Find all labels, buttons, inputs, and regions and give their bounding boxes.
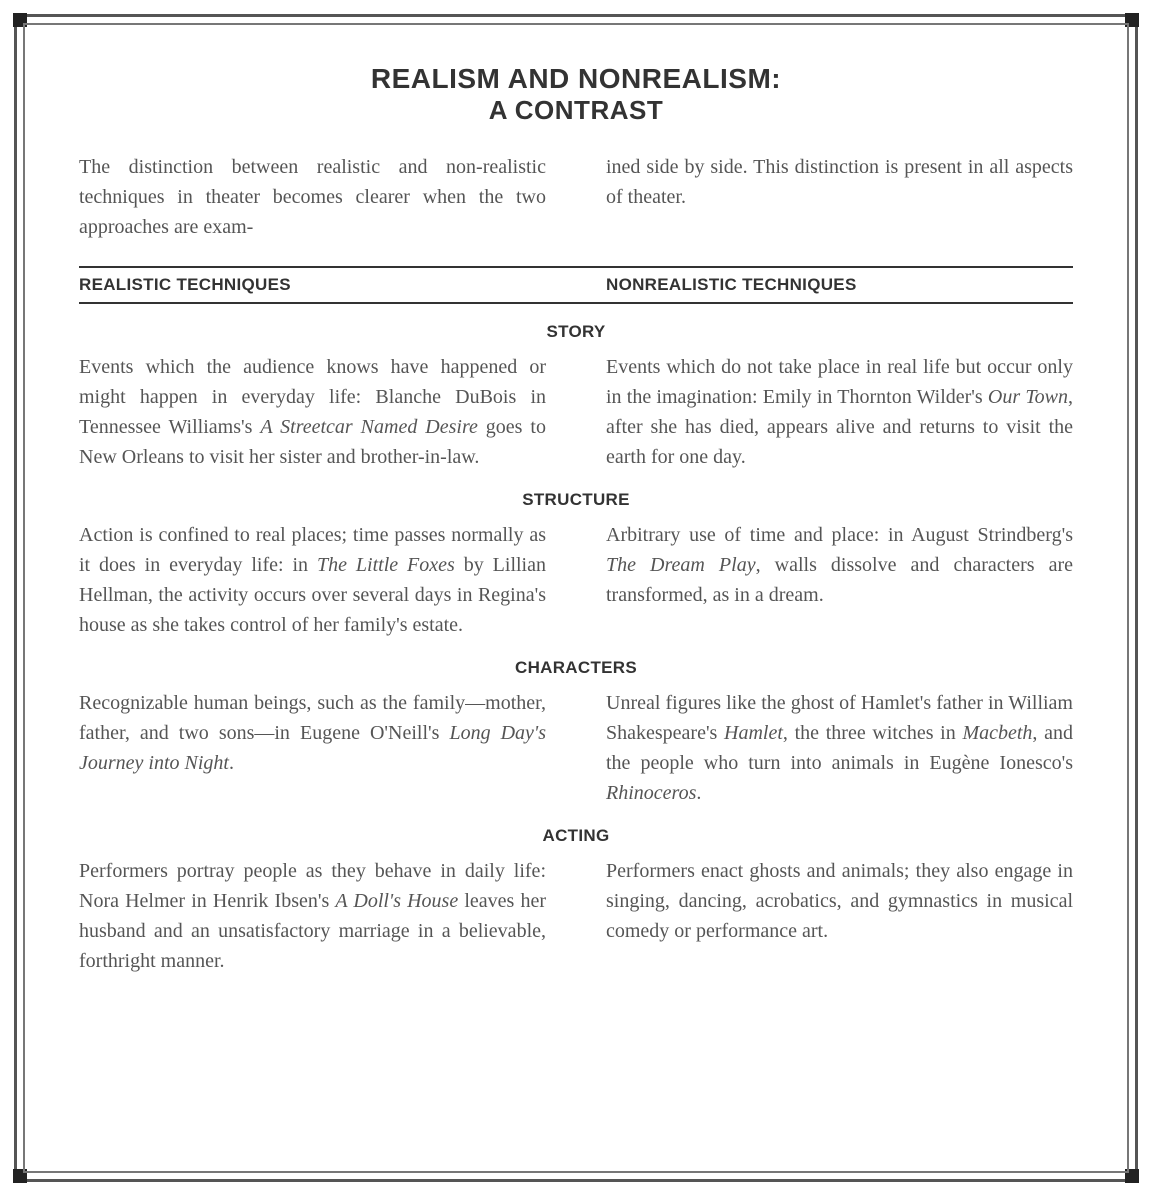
realistic-text: Events which the audience knows have hap… <box>79 352 546 472</box>
intro-col-left: The distinction between realistic and no… <box>79 152 546 242</box>
section-columns: Events which the audience knows have hap… <box>79 352 1073 472</box>
intro-paragraph: The distinction between realistic and no… <box>79 152 1073 242</box>
realistic-text: Action is confined to real places; time … <box>79 520 546 640</box>
realistic-text: Recognizable human beings, such as the f… <box>79 688 546 808</box>
page-title: REALISM AND NONREALISM: A CONTRAST <box>79 63 1073 126</box>
title-line-2: A CONTRAST <box>79 95 1073 126</box>
nonrealistic-text: Unreal figures like the ghost of Hamlet'… <box>606 688 1073 808</box>
section-columns: Recognizable human beings, such as the f… <box>79 688 1073 808</box>
section-columns: Action is confined to real places; time … <box>79 520 1073 640</box>
nonrealistic-text: Performers enact ghosts and animals; the… <box>606 856 1073 976</box>
outer-border: REALISM AND NONREALISM: A CONTRAST The d… <box>14 14 1138 1182</box>
page: REALISM AND NONREALISM: A CONTRAST The d… <box>0 0 1152 1196</box>
header-realistic: REALISTIC TECHNIQUES <box>79 268 546 302</box>
section-columns: Performers portray people as they behave… <box>79 856 1073 976</box>
header-nonrealistic: NONREALISTIC TECHNIQUES <box>606 268 1073 302</box>
section-label: STORY <box>79 322 1073 342</box>
section-label: CHARACTERS <box>79 658 1073 678</box>
intro-col-right: ined side by side. This distinction is p… <box>606 152 1073 242</box>
section-label: ACTING <box>79 826 1073 846</box>
title-line-1: REALISM AND NONREALISM: <box>371 63 781 94</box>
section: STRUCTURE Action is confined to real plac… <box>79 490 1073 640</box>
nonrealistic-text: Arbitrary use of time and place: in Augu… <box>606 520 1073 640</box>
nonrealistic-text: Events which do not take place in real l… <box>606 352 1073 472</box>
inner-border: REALISM AND NONREALISM: A CONTRAST The d… <box>23 23 1129 1173</box>
column-header-row: REALISTIC TECHNIQUES NONREALISTIC TECHNI… <box>79 266 1073 304</box>
section: CHARACTERS Recognizable human beings, suc… <box>79 658 1073 808</box>
realistic-text: Performers portray people as they behave… <box>79 856 546 976</box>
section: STORY Events which the audience knows hav… <box>79 322 1073 472</box>
section-label: STRUCTURE <box>79 490 1073 510</box>
section: ACTING Performers portray people as they … <box>79 826 1073 976</box>
sections-container: STORY Events which the audience knows hav… <box>79 322 1073 976</box>
